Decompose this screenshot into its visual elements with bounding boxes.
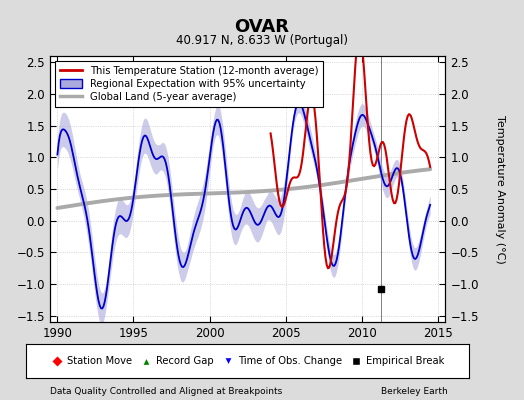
- Legend: Station Move, Record Gap, Time of Obs. Change, Empirical Break: Station Move, Record Gap, Time of Obs. C…: [47, 352, 448, 370]
- Legend: This Temperature Station (12-month average), Regional Expectation with 95% uncer: This Temperature Station (12-month avera…: [55, 61, 323, 107]
- Y-axis label: Temperature Anomaly (°C): Temperature Anomaly (°C): [495, 115, 506, 263]
- Text: OVAR: OVAR: [235, 18, 289, 36]
- Text: Data Quality Controlled and Aligned at Breakpoints: Data Quality Controlled and Aligned at B…: [50, 387, 282, 396]
- Text: 40.917 N, 8.633 W (Portugal): 40.917 N, 8.633 W (Portugal): [176, 34, 348, 47]
- Text: Berkeley Earth: Berkeley Earth: [381, 387, 448, 396]
